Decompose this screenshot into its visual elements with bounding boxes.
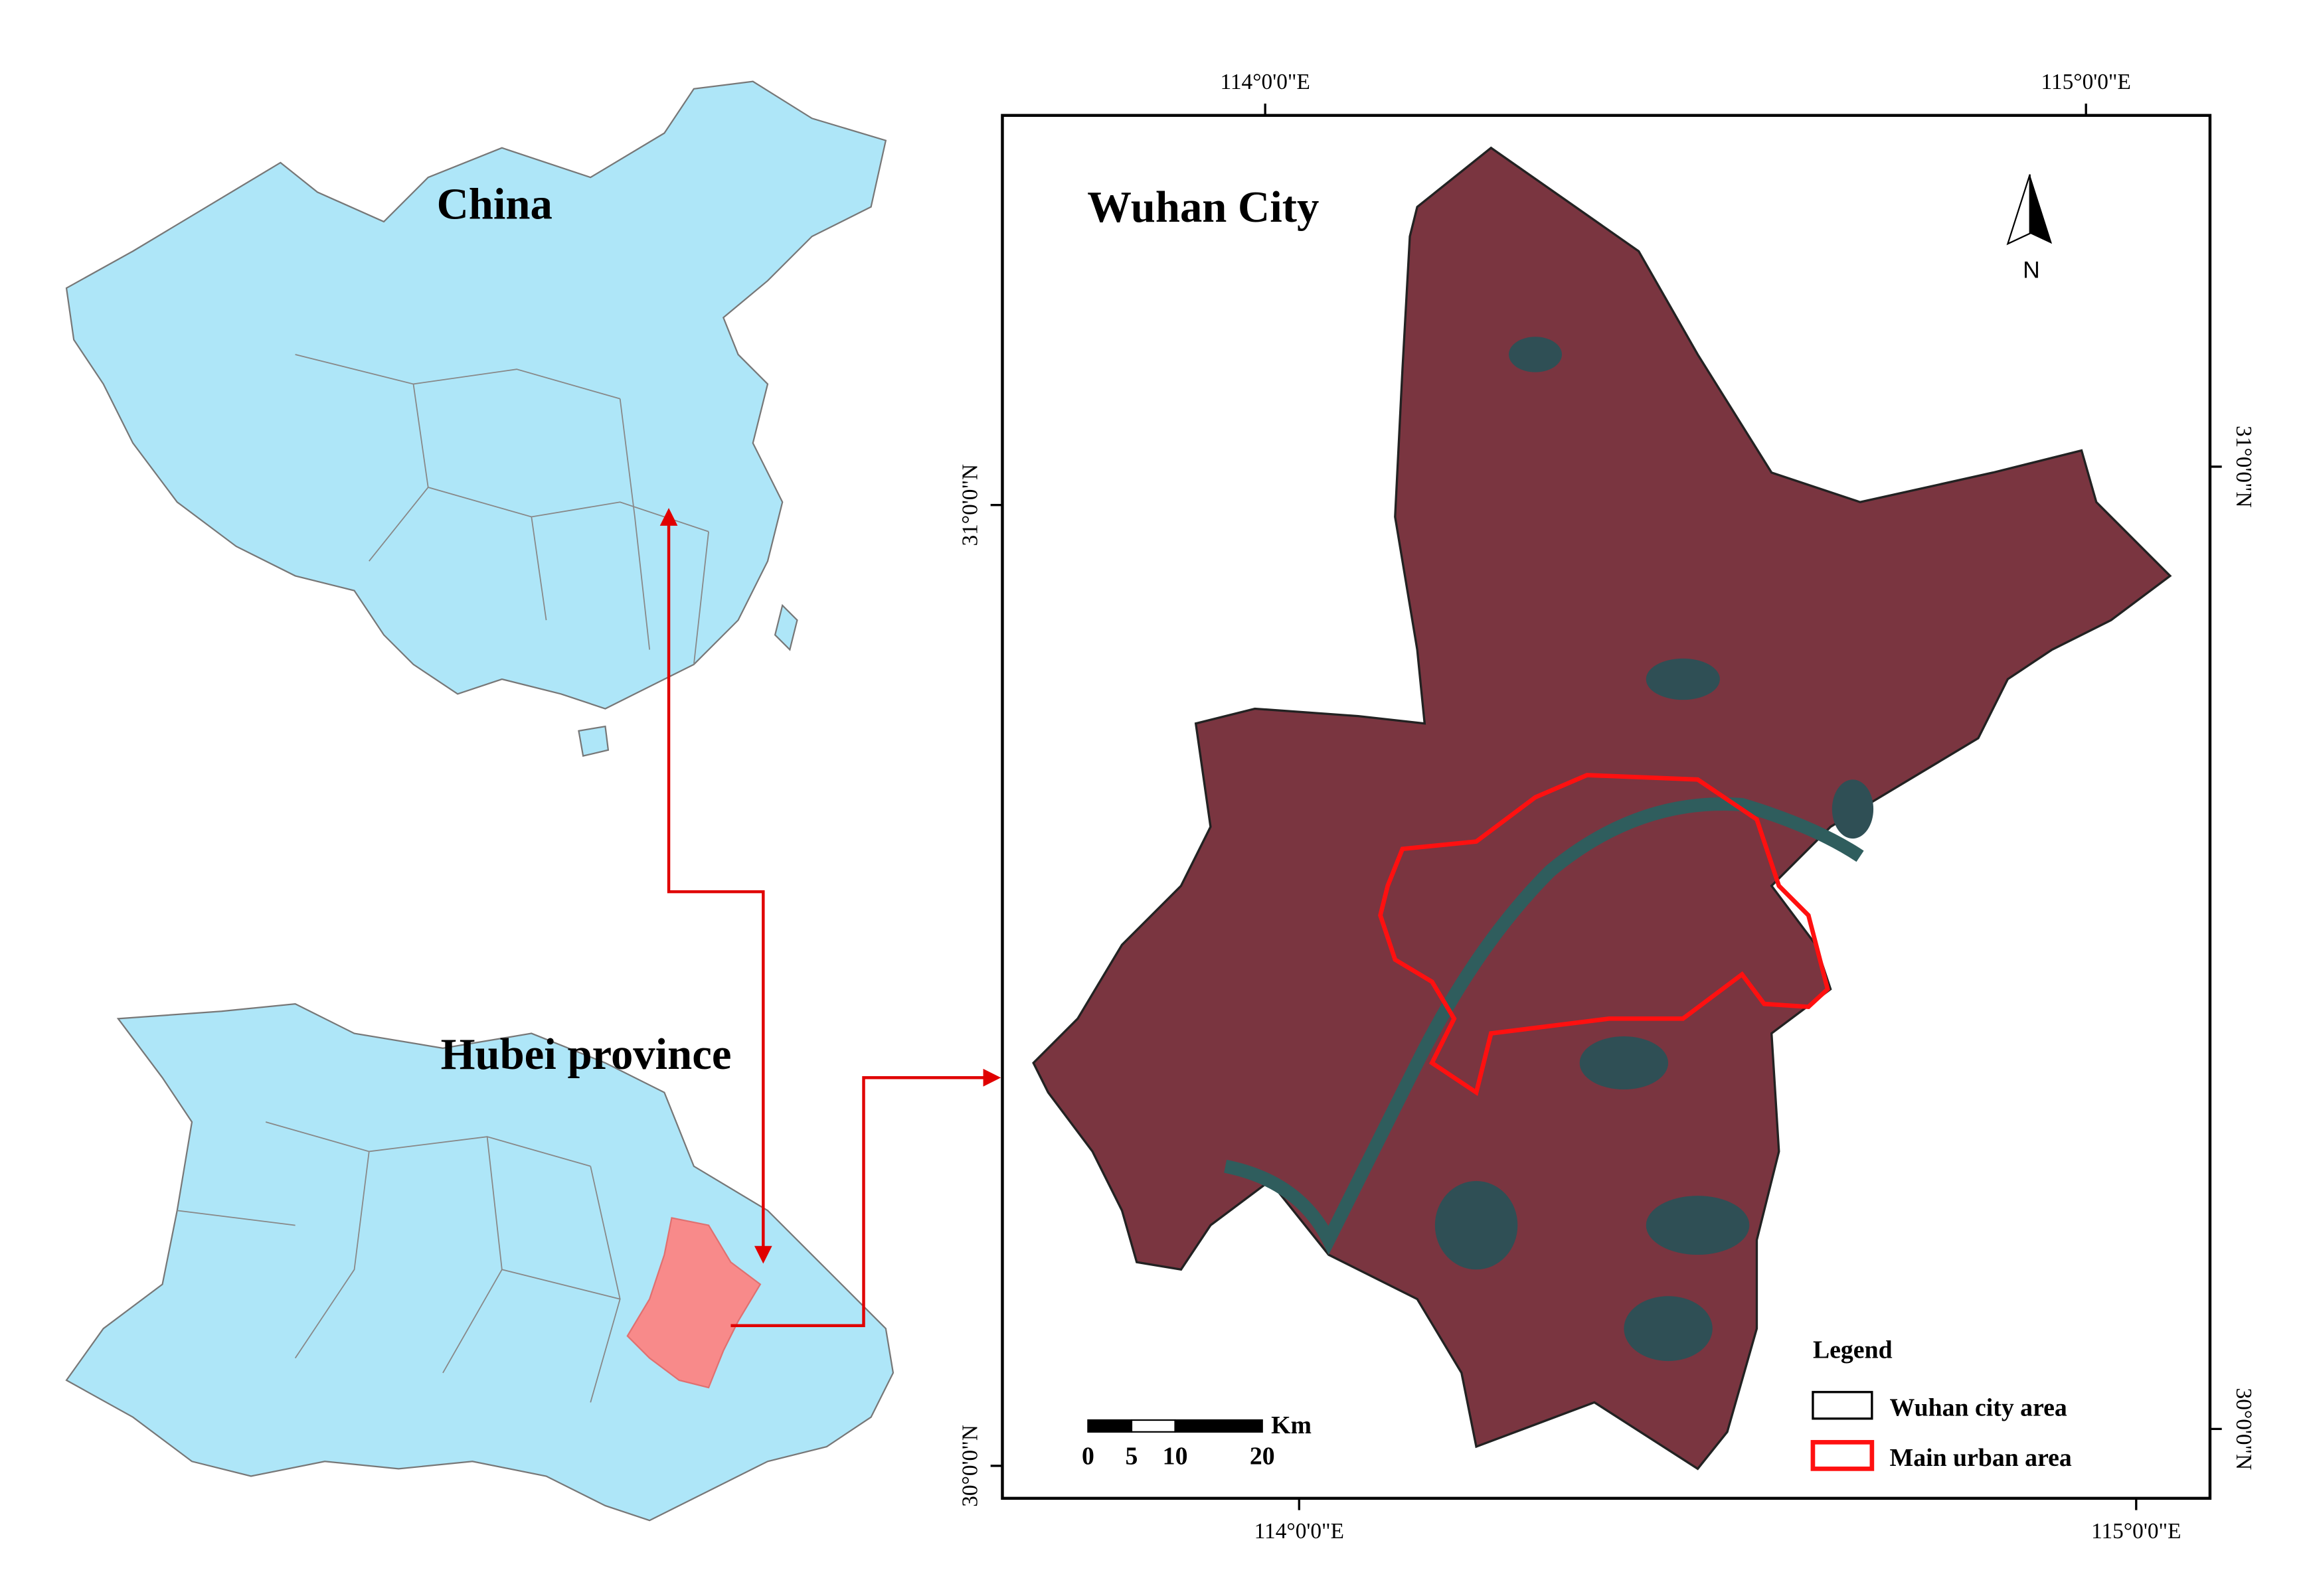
north-arrow-half	[2029, 174, 2053, 244]
bottom-coord-label: 115°0'0"E	[2091, 1519, 2181, 1544]
yangtze-river	[1224, 797, 1864, 1255]
legend-item: Wuhan city area	[1890, 1394, 2067, 1421]
hubei-shape	[65, 1002, 895, 1522]
wuhan-boundary	[1032, 146, 2172, 1471]
scale-segment	[1174, 1419, 1263, 1433]
frame-ticks	[990, 104, 2222, 1510]
top-coord-label: 115°0'0"E	[2041, 70, 2131, 94]
connector-arrows	[667, 517, 992, 1327]
scale-label: 0	[1082, 1443, 1094, 1471]
hubei-prefectures	[177, 1121, 621, 1403]
map-title: Wuhan City	[1087, 183, 1319, 232]
main-urban-area	[1378, 773, 1830, 1096]
scale-segment	[1087, 1419, 1133, 1433]
scale-label: 10	[1163, 1443, 1188, 1471]
scale-unit: Km	[1271, 1411, 1312, 1439]
legend-swatch	[1812, 1391, 1873, 1420]
bottom-coord-label: 114°0'0"E	[1254, 1519, 1344, 1544]
taiwan	[774, 603, 798, 651]
wuhan-highlight	[626, 1217, 762, 1389]
scale-segment	[1130, 1419, 1176, 1433]
left-coord-label: 31°0'0"N	[958, 464, 983, 546]
legend-swatch	[1810, 1440, 1875, 1471]
scale-bar: 0 5 10 20 Km	[1082, 1411, 1312, 1471]
left-coord-label: 30°0'0"N	[958, 1425, 983, 1507]
china-provinces	[295, 354, 709, 665]
china-title: China	[437, 180, 553, 228]
water-bodies	[1434, 337, 1874, 1362]
hainan	[578, 725, 610, 757]
top-coord-label: 114°0'0"E	[1220, 70, 1310, 94]
scale-label: 5	[1126, 1443, 1138, 1471]
hubei-title: Hubei province	[441, 1030, 732, 1079]
legend-title: Legend	[1813, 1336, 1893, 1364]
north-label: N	[2023, 256, 2040, 283]
right-coord-label: 30°0'0"N	[2231, 1388, 2256, 1471]
china-shape	[65, 80, 887, 710]
scale-label: 20	[1250, 1443, 1275, 1471]
arrow-heads	[659, 508, 1001, 1264]
legend-item: Main urban area	[1890, 1444, 2072, 1472]
right-coord-label: 31°0'0"N	[2231, 426, 2256, 508]
